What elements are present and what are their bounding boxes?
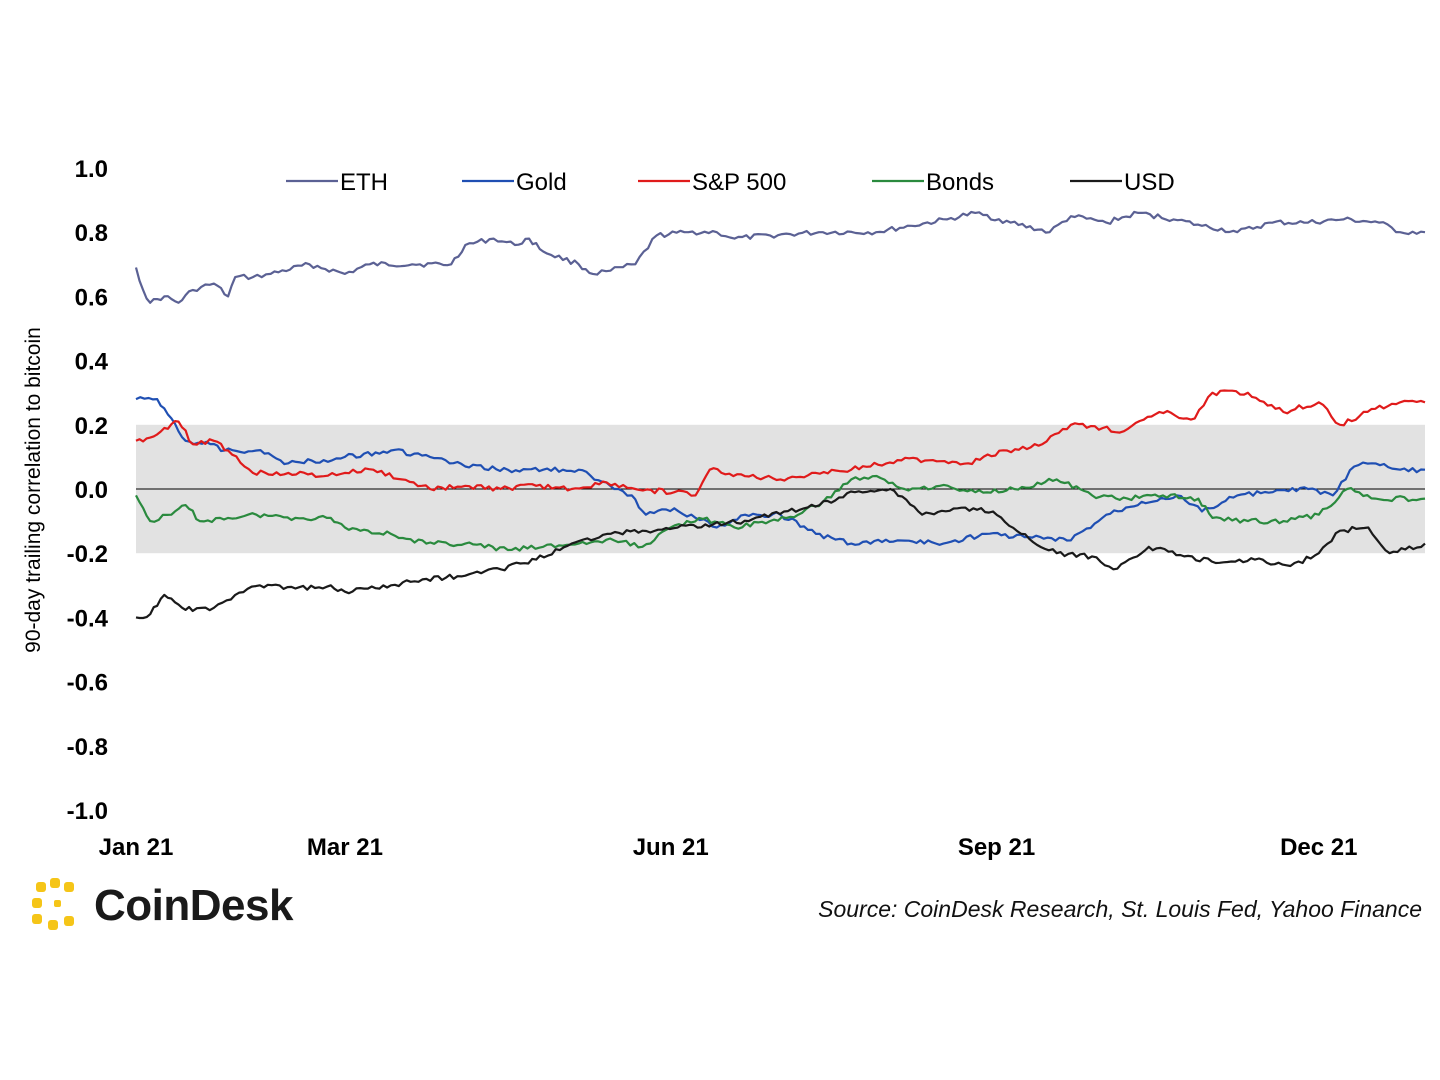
series-layer (134, 210, 1426, 620)
y-tick-label: -0.4 (67, 605, 109, 632)
x-tick-label: Mar 21 (307, 834, 383, 861)
x-tick-label: Sep 21 (958, 834, 1035, 861)
y-tick-label: 0.0 (75, 477, 108, 504)
x-tick-label: Jan 21 (99, 834, 174, 861)
y-tick-label: 0.8 (75, 220, 108, 247)
coindesk-logo-icon (30, 876, 86, 937)
coindesk-logo: CoinDesk (30, 876, 293, 936)
series-line-s-p-500 (135, 389, 1426, 497)
legend-label: Gold (516, 169, 567, 196)
y-tick-label: 0.4 (75, 349, 109, 376)
series-line-usd (135, 487, 1426, 620)
legend-label: ETH (340, 169, 388, 196)
y-tick-label: -0.8 (67, 734, 108, 761)
coindesk-logo-text: CoinDesk (94, 881, 293, 930)
legend: ETH Gold S&P 500 Bonds USD (286, 169, 1175, 196)
y-tick-label: -1.0 (67, 798, 108, 825)
x-tick-label: Dec 21 (1280, 834, 1357, 861)
y-tick-label: -0.6 (67, 670, 108, 697)
series-line-bonds (135, 474, 1426, 552)
y-tick-label: 0.6 (75, 284, 108, 311)
y-axis-label: 90-day trailing correlation to bitcoin (22, 327, 45, 653)
y-tick-label: 1.0 (75, 156, 108, 183)
legend-label: Bonds (926, 169, 994, 196)
y-tick-label: -0.2 (67, 541, 108, 568)
y-tick-label: 0.2 (75, 413, 108, 440)
legend-label: S&P 500 (692, 169, 786, 196)
legend-label: USD (1124, 169, 1175, 196)
series-line-eth (134, 210, 1426, 304)
y-axis-ticks: 1.0 0.8 0.6 0.4 0.2 0.0 -0.2 -0.4 -0.6 -0.8 -1.0 (67, 156, 109, 825)
x-tick-label: Jun 21 (633, 834, 709, 861)
x-axis-ticks: Jan 21 Mar 21 Jun 21 Sep 21 Dec 21 (99, 834, 1358, 861)
source-note: Source: CoinDesk Research, St. Louis Fed… (818, 896, 1422, 922)
